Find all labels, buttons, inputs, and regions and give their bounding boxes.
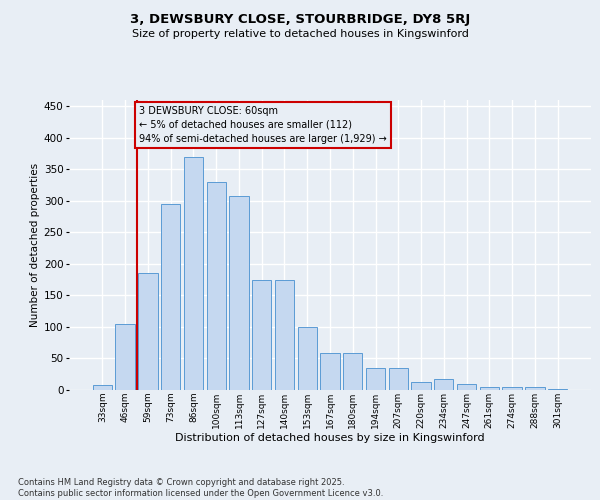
Bar	[252, 280, 271, 390]
Bar	[479, 387, 499, 390]
Bar	[548, 388, 567, 390]
Text: 3, DEWSBURY CLOSE, STOURBRIDGE, DY8 5RJ: 3, DEWSBURY CLOSE, STOURBRIDGE, DY8 5RJ	[130, 12, 470, 26]
Bar	[502, 387, 522, 390]
Bar	[229, 196, 248, 390]
Bar	[138, 274, 158, 390]
Bar	[389, 368, 408, 390]
Bar	[275, 280, 294, 390]
Bar	[320, 354, 340, 390]
Bar	[525, 388, 545, 390]
Bar	[115, 324, 135, 390]
Text: Size of property relative to detached houses in Kingswinford: Size of property relative to detached ho…	[131, 29, 469, 39]
Bar	[366, 368, 385, 390]
Text: 3 DEWSBURY CLOSE: 60sqm
← 5% of detached houses are smaller (112)
94% of semi-de: 3 DEWSBURY CLOSE: 60sqm ← 5% of detached…	[139, 106, 387, 144]
Bar	[434, 380, 454, 390]
Y-axis label: Number of detached properties: Number of detached properties	[29, 163, 40, 327]
Bar	[93, 385, 112, 390]
Bar	[457, 384, 476, 390]
Bar	[412, 382, 431, 390]
Bar	[298, 327, 317, 390]
Bar	[184, 156, 203, 390]
X-axis label: Distribution of detached houses by size in Kingswinford: Distribution of detached houses by size …	[175, 434, 485, 444]
Bar	[206, 182, 226, 390]
Bar	[343, 354, 362, 390]
Bar	[161, 204, 181, 390]
Text: Contains HM Land Registry data © Crown copyright and database right 2025.
Contai: Contains HM Land Registry data © Crown c…	[18, 478, 383, 498]
